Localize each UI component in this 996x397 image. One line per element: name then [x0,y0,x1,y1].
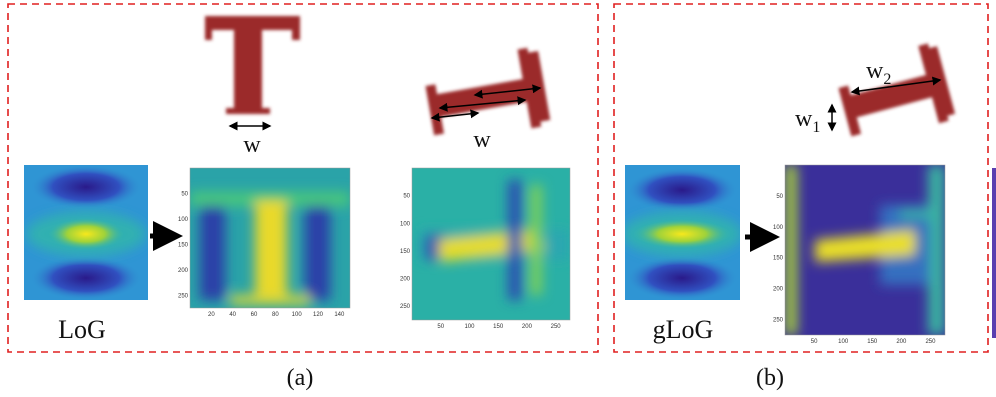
x-tick-label: 100 [464,324,475,330]
glog-kernel [622,165,742,300]
w2-subscript: 2 [883,71,891,88]
figure: w w LoG [0,0,996,397]
x-tick-label: 200 [522,324,533,330]
y-tick-label: 200 [400,277,411,283]
y-tick-label: 250 [400,304,411,310]
w1-label: w1 [795,106,820,136]
x-tick-label: 60 [251,312,258,318]
y-tick-label: 50 [181,191,188,197]
y-tick-label: 250 [773,318,784,324]
w2: w [866,58,884,84]
x-tick-label: 50 [437,324,444,330]
x-tick-label: 200 [896,339,907,345]
y-tick-label: 150 [400,249,411,255]
y-tick-label: 50 [776,194,783,200]
width-label: w [243,132,261,158]
letter-t [205,16,300,114]
y-tick-label: 100 [178,217,189,223]
y-tick-label: 200 [773,287,784,293]
heatmap [412,168,570,320]
y-tick-label: 100 [773,225,784,231]
y-tick-label: 100 [400,221,411,227]
caption: (a) [287,365,314,391]
letter-t-rotated [833,41,956,146]
heatmap [190,168,350,308]
filter-label: gLoG [653,315,714,344]
y-tick-label: 250 [178,293,189,299]
x-tick-label: 80 [272,312,279,318]
filter-label: LoG [58,315,106,344]
w2-label: w2 [866,58,891,88]
caption: (b) [756,365,784,391]
y-tick-label: 200 [178,268,189,274]
x-tick-label: 120 [313,312,324,318]
x-tick-label: 100 [838,339,849,345]
x-tick-label: 150 [867,339,878,345]
x-tick-label: 50 [811,339,818,345]
colorbar [992,168,996,338]
w1-subscript: 1 [812,119,820,136]
x-tick-label: 250 [551,324,562,330]
x-tick-label: 40 [229,312,236,318]
x-tick-label: 250 [925,339,936,345]
heatmap [785,165,945,335]
y-tick-label: 150 [773,256,784,262]
x-tick-label: 20 [208,312,215,318]
w1: w [795,106,813,132]
y-tick-label: 50 [403,194,410,200]
x-tick-label: 140 [334,312,345,318]
width-label: w [473,127,491,153]
log-kernel [24,165,148,300]
y-tick-label: 150 [178,242,189,248]
x-tick-label: 100 [292,312,303,318]
x-tick-label: 150 [493,324,504,330]
